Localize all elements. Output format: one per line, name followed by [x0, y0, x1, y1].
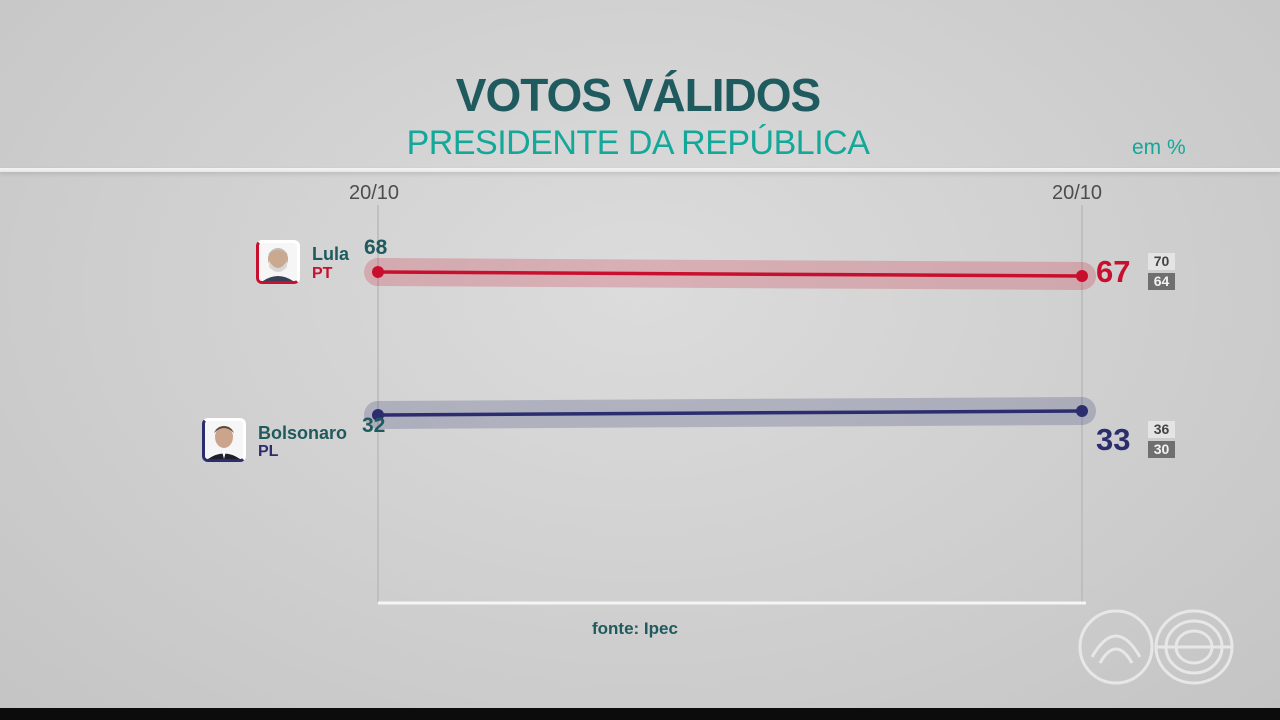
unit-label: em % [1132, 136, 1186, 159]
bolsonaro-point-1 [1076, 404, 1088, 417]
bolsonaro-party: PL [258, 443, 279, 460]
bolsonaro-range-high: 36 [1148, 421, 1175, 438]
header-divider [0, 168, 1280, 172]
bolsonaro-photo [202, 418, 246, 462]
source-label: fonte: Ipec [592, 619, 678, 638]
chart-title: VOTOS VÁLIDOS [455, 69, 821, 121]
date-label-start: 20/10 [349, 182, 400, 204]
bolsonaro-name: Bolsonaro [258, 423, 348, 443]
lula-point-1 [1076, 270, 1088, 283]
lula-name: Lula [312, 244, 350, 264]
lula-start-value: 68 [364, 236, 388, 259]
bolsonaro-range-low: 30 [1148, 441, 1175, 458]
lula-point-0 [372, 266, 384, 279]
bolsonaro-end-value: 33 [1096, 422, 1131, 457]
lula-photo [256, 240, 300, 284]
lula-range-high: 70 [1148, 253, 1175, 270]
lula-line [377, 270, 1083, 278]
bolsonaro-start-value: 32 [362, 414, 386, 437]
bottom-bar [0, 708, 1280, 720]
date-label-end: 20/10 [1052, 182, 1103, 204]
lula-end-value: 67 [1096, 254, 1131, 289]
broadcaster-logo [1078, 609, 1234, 685]
chart-subtitle: PRESIDENTE DA REPÚBLICA [406, 124, 870, 162]
bolsonaro-line [377, 409, 1083, 417]
lula-party: PT [312, 265, 333, 282]
lula-range-low: 64 [1148, 273, 1175, 290]
bolsonaro-point-0 [372, 408, 384, 421]
